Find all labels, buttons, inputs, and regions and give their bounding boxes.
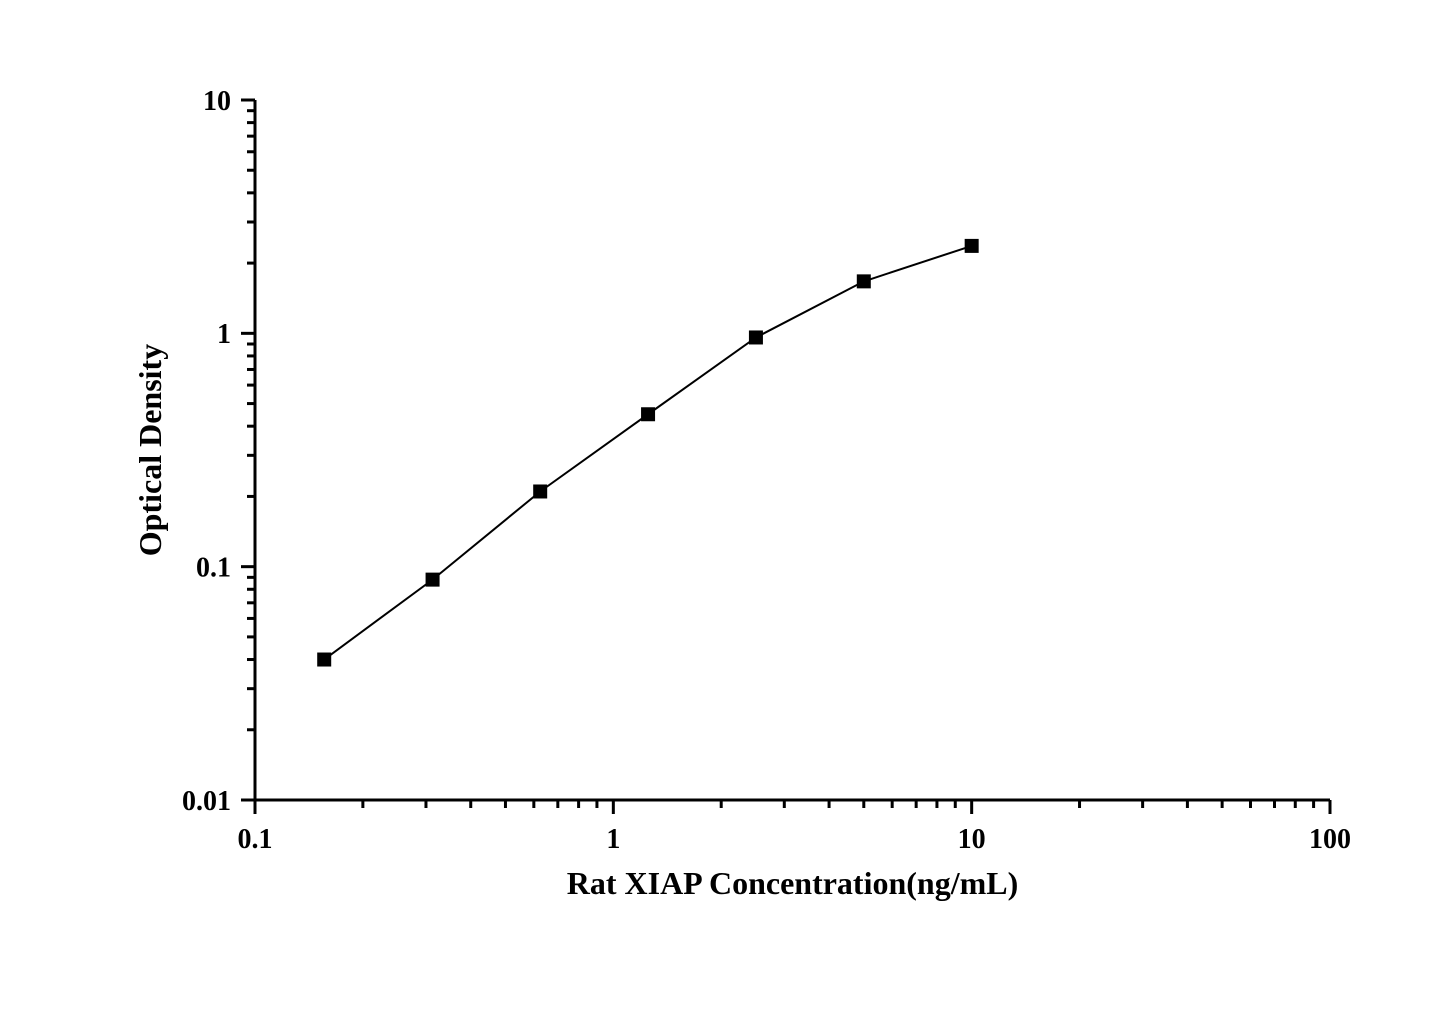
x-axis-label: Rat XIAP Concentration(ng/mL) — [567, 865, 1019, 901]
y-axis-label: Optical Density — [132, 344, 168, 556]
data-point — [533, 484, 547, 498]
y-tick-label: 0.01 — [182, 786, 231, 817]
y-tick-label: 0.1 — [196, 552, 231, 583]
data-point — [965, 239, 979, 253]
y-tick-label: 10 — [203, 86, 231, 117]
x-tick-label: 100 — [1309, 824, 1351, 855]
x-tick-label: 10 — [958, 824, 986, 855]
data-point — [317, 653, 331, 667]
data-point — [641, 407, 655, 421]
data-point — [857, 274, 871, 288]
chart-bg — [0, 0, 1445, 1009]
data-point — [749, 330, 763, 344]
x-tick-label: 1 — [606, 824, 620, 855]
data-point — [426, 573, 440, 587]
loglog-chart: 0.11101000.010.1110Rat XIAP Concentratio… — [0, 0, 1445, 1009]
y-tick-label: 1 — [217, 319, 231, 350]
chart-container: 0.11101000.010.1110Rat XIAP Concentratio… — [0, 0, 1445, 1009]
x-tick-label: 0.1 — [238, 824, 273, 855]
